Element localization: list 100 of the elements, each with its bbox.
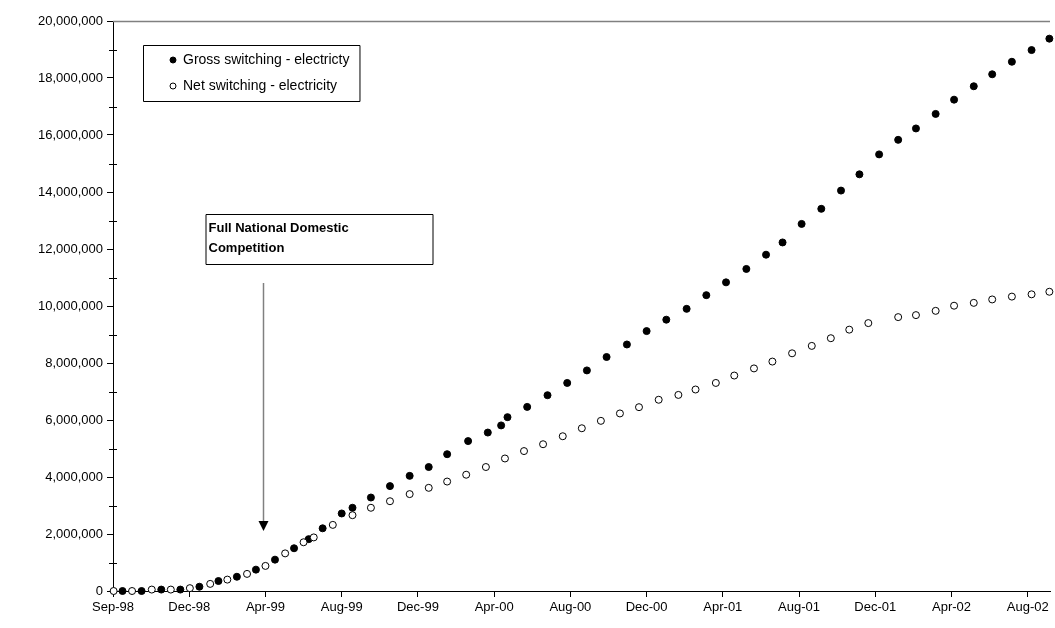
x-tick-label: Apr-01 [703, 599, 743, 615]
point [443, 450, 452, 459]
point [243, 569, 252, 578]
point [826, 334, 835, 343]
point [1007, 57, 1016, 66]
point [988, 295, 997, 304]
point [817, 204, 826, 213]
point [558, 432, 567, 441]
point [1027, 290, 1036, 299]
point [788, 349, 797, 358]
point [654, 395, 663, 404]
point [464, 437, 473, 446]
point [662, 315, 671, 324]
point [337, 509, 346, 518]
point [185, 584, 194, 593]
point [762, 250, 771, 259]
point [682, 304, 691, 313]
x-tick-label: Aug-99 [320, 599, 363, 615]
point [366, 503, 375, 512]
point [176, 585, 185, 594]
point [481, 463, 490, 472]
point [563, 378, 572, 387]
point [299, 538, 308, 547]
x-tick-label: Dec-98 [168, 599, 211, 615]
point [855, 170, 864, 179]
point [749, 364, 758, 373]
point [911, 124, 920, 133]
point [223, 575, 232, 584]
y-tick-label: 20,000,000 [37, 12, 103, 28]
point [483, 428, 492, 437]
point [443, 477, 452, 486]
point [147, 585, 156, 594]
point [691, 385, 700, 394]
point [950, 95, 959, 104]
point [157, 585, 166, 594]
point [290, 544, 299, 553]
point [424, 463, 433, 472]
y-tick-label: 12,000,000 [37, 240, 103, 256]
point [969, 298, 978, 307]
point [596, 416, 605, 425]
point [281, 549, 290, 558]
point [845, 325, 854, 334]
point [520, 447, 529, 456]
point [864, 319, 873, 328]
point [128, 587, 137, 595]
point [778, 238, 787, 247]
point [875, 150, 884, 159]
x-tick-label: Dec-00 [625, 599, 668, 615]
point [385, 482, 394, 491]
point [424, 483, 433, 492]
x-tick-label: Aug-01 [778, 599, 821, 615]
point [214, 577, 223, 586]
point [931, 306, 940, 315]
point [911, 311, 920, 320]
point [500, 454, 509, 463]
point [742, 264, 751, 273]
y-tick-label: 14,000,000 [37, 183, 103, 199]
point [328, 520, 337, 529]
point [674, 390, 683, 399]
legend-label: Gross switching - electricty [183, 50, 350, 67]
x-tick-label: Aug-00 [549, 599, 592, 615]
point [309, 533, 318, 542]
point [797, 219, 806, 228]
point [969, 82, 978, 91]
point [539, 440, 548, 449]
point [1027, 46, 1036, 55]
point [768, 357, 777, 366]
point [1045, 34, 1054, 43]
y-tick-label: 18,000,000 [37, 69, 103, 85]
point [497, 421, 506, 430]
x-tick-label: Dec-99 [396, 599, 439, 615]
y-tick-label: 8,000,000 [45, 354, 103, 370]
y-tick-label: 2,000,000 [45, 525, 103, 541]
point [722, 278, 731, 287]
point [137, 587, 146, 595]
x-tick-label: Aug-02 [1006, 599, 1049, 615]
point [730, 371, 739, 380]
point [261, 561, 270, 570]
point [634, 403, 643, 412]
point [1007, 292, 1016, 301]
point [118, 587, 127, 595]
point [602, 353, 611, 362]
y-tick-label: 16,000,000 [37, 126, 103, 142]
point [950, 301, 959, 310]
point [807, 341, 816, 350]
point [894, 313, 903, 322]
point [318, 524, 327, 533]
point [988, 70, 997, 79]
x-tick-label: Apr-00 [474, 599, 514, 615]
x-tick-label: Dec-01 [854, 599, 897, 615]
point [405, 471, 414, 480]
y-tick-label: 0 [95, 582, 103, 598]
point [348, 503, 357, 512]
point [366, 493, 375, 502]
point [195, 582, 204, 591]
point [711, 378, 720, 387]
point [232, 572, 241, 581]
point [166, 585, 175, 594]
point [385, 497, 394, 506]
x-tick-label: Apr-99 [245, 599, 285, 615]
